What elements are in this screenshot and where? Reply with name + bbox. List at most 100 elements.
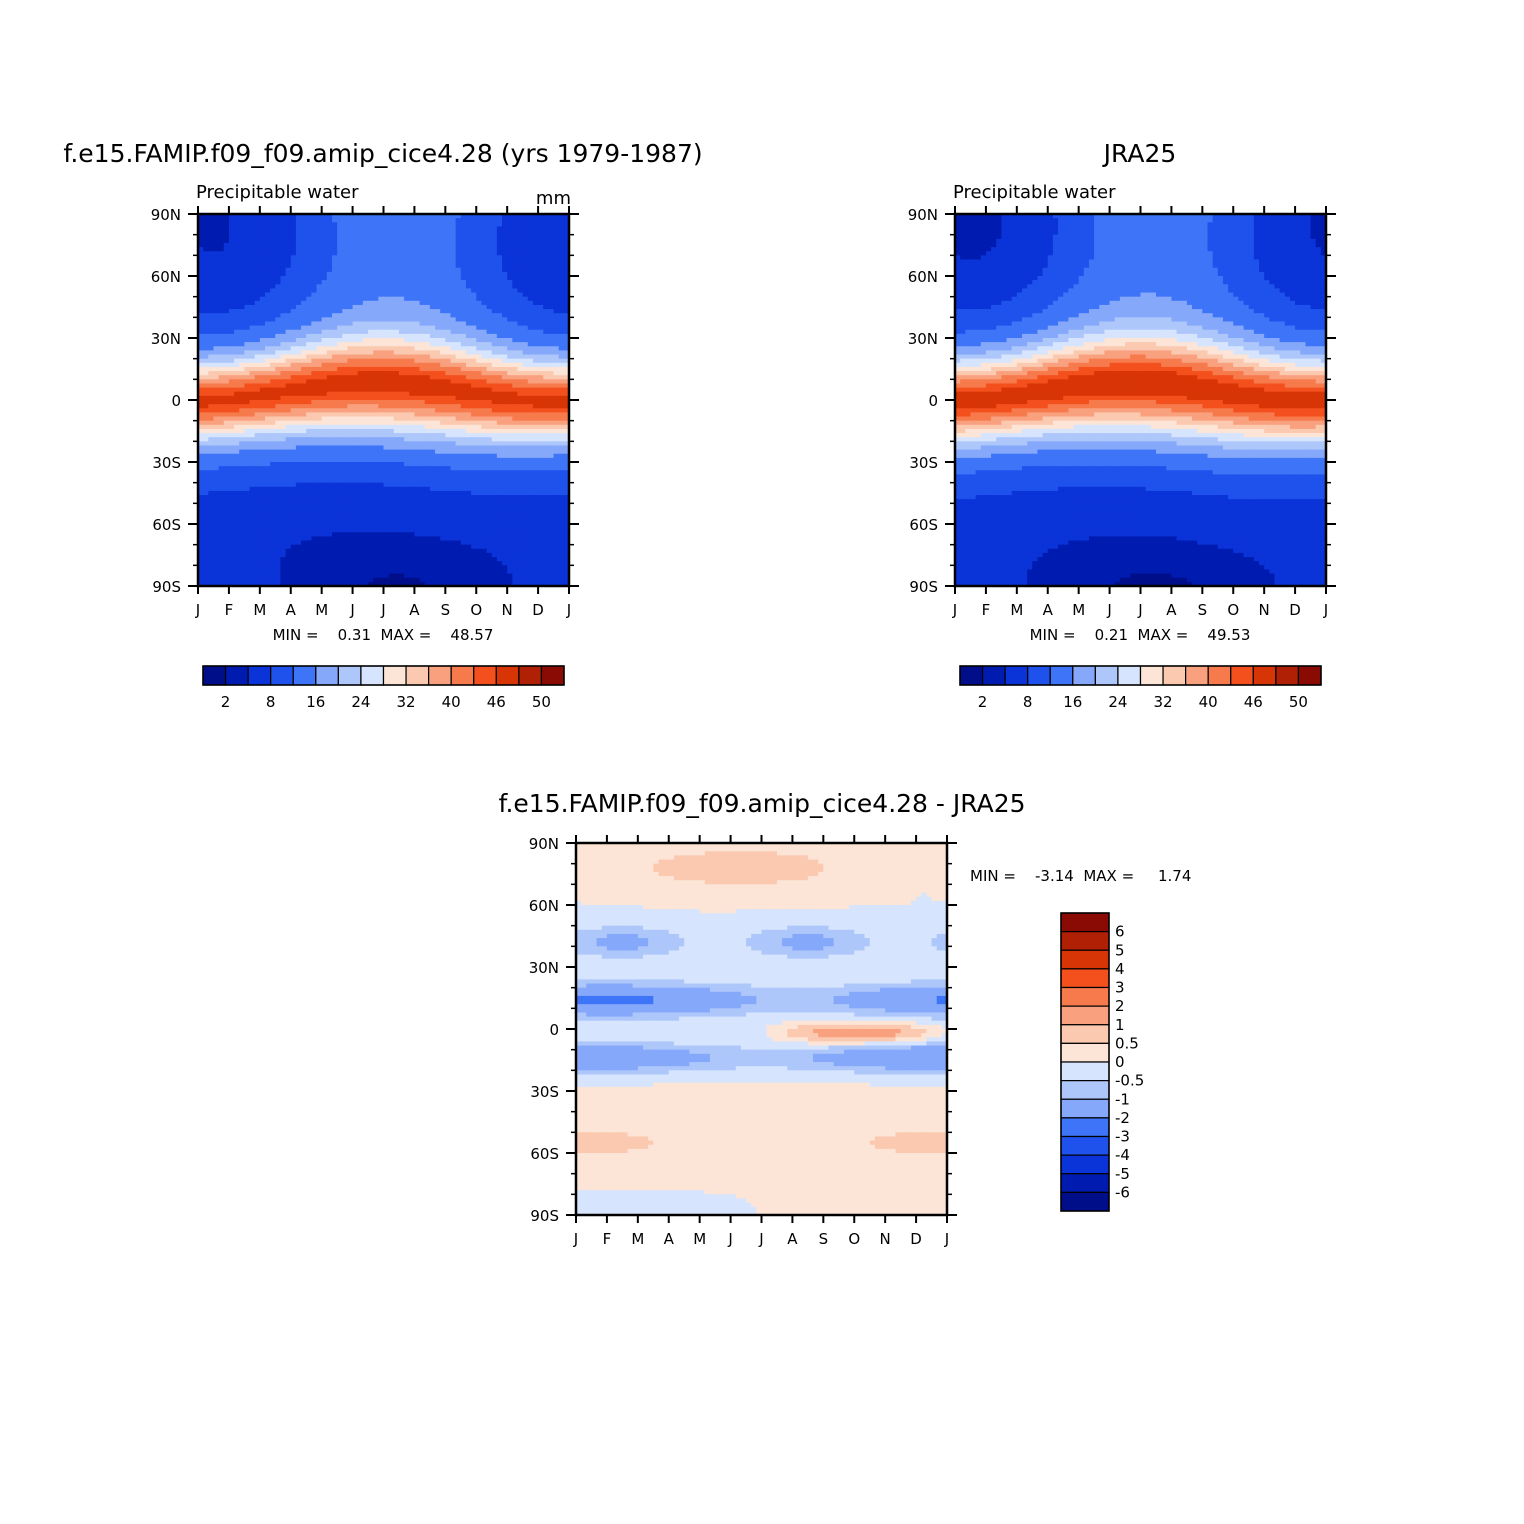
panel-model-contour-cell	[239, 239, 245, 244]
panel-model-contour-cell	[317, 247, 323, 252]
panel-model-contour-cell	[456, 243, 462, 248]
panel-model-contour-cell	[224, 235, 230, 240]
panel-model-contour-cell	[358, 222, 364, 227]
panel-model-contour-cell	[481, 218, 487, 223]
panel-model-contour-cell	[517, 268, 523, 273]
panel-model-contour-cell	[497, 255, 503, 260]
panel-model-contour-cell	[353, 247, 359, 252]
panel-model-contour-cell	[265, 251, 271, 256]
panel-model-contour-cell	[492, 231, 498, 236]
panel-model-contour-cell	[456, 280, 462, 285]
panel-model-contour-cell	[450, 222, 456, 227]
panel-model-contour-cell	[270, 268, 276, 273]
panel-model-contour-cell	[203, 239, 209, 244]
panel-model-contour-cell	[528, 247, 534, 252]
panel-model-contour-cell	[554, 218, 560, 223]
panel-model-contour-cell	[414, 231, 420, 236]
panel-model-contour-cell	[317, 231, 323, 236]
panel-model-contour-cell	[353, 276, 359, 281]
panel-model-contour-cell	[487, 239, 493, 244]
panel-model-contour-cell	[420, 218, 426, 223]
panel-model-contour-cell	[425, 259, 431, 264]
panel-model-contour-cell	[301, 272, 307, 277]
panel-model-contour-cell	[528, 259, 534, 264]
panel-model-contour-cell	[378, 276, 384, 281]
panel-model-contour-cell	[311, 226, 317, 231]
panel-model-contour-cell	[538, 235, 544, 240]
panel-model-contour-cell	[213, 264, 219, 269]
panel-model-contour-cell	[327, 218, 333, 223]
panel-model-contour-cell	[213, 255, 219, 260]
panel-model-contour-cell	[255, 226, 261, 231]
panel-model-contour-cell	[286, 251, 292, 256]
panel-model-contour-cell	[548, 255, 554, 260]
panel-model-contour-cell	[414, 272, 420, 277]
panel-model-contour-cell	[533, 251, 539, 256]
panel-model-contour-cell	[332, 222, 338, 227]
panel-model-contour-cell	[306, 231, 312, 236]
panel-model-contour-cell	[414, 218, 420, 223]
panel-model-contour-cell	[528, 222, 534, 227]
panel-model-contour-cell	[445, 243, 451, 248]
panel-model-contour-cell	[255, 235, 261, 240]
panel-model-contour-cell	[327, 239, 333, 244]
panel-model-contour-cell	[543, 243, 549, 248]
panel-model-contour-cell	[327, 280, 333, 285]
panel-model-contour-cell	[435, 264, 441, 269]
panel-model-contour-cell	[342, 268, 348, 273]
panel-model-contour-cell	[492, 235, 498, 240]
panel-model-contour-cell	[275, 272, 281, 277]
panel-model-contour-cell	[548, 235, 554, 240]
panel-model-contour-cell	[291, 276, 297, 281]
panel-model-contour-cell	[234, 226, 240, 231]
panel-model-contour-cell	[224, 259, 230, 264]
panel-model-contour-cell	[517, 255, 523, 260]
panel-model-contour-cell	[234, 247, 240, 252]
panel-model-contour-cell	[244, 251, 250, 256]
panel-model-contour-cell	[425, 280, 431, 285]
panel-model-contour-cell	[523, 264, 529, 269]
panel-model-contour-cell	[234, 268, 240, 273]
panel-model-contour-cell	[450, 235, 456, 240]
panel-model-contour-cell	[270, 251, 276, 256]
panel-model-contour-cell	[420, 247, 426, 252]
panel-model-contour-cell	[219, 276, 225, 281]
panel-model-contour-cell	[471, 272, 477, 277]
panel-model-contour-cell	[275, 251, 281, 256]
panel-model-contour-cell	[203, 268, 209, 273]
panel-model-contour-cell	[280, 218, 286, 223]
panel-model-contour-cell	[471, 226, 477, 231]
panel-model-contour-cell	[461, 264, 467, 269]
panel-model-contour-cell	[507, 264, 513, 269]
panel-model-contour-cell	[286, 247, 292, 252]
panel-model-contour-cell	[280, 276, 286, 281]
panel-model-contour-cell	[219, 226, 225, 231]
panel-model-contour-cell	[425, 243, 431, 248]
panel-model-contour-cell	[559, 272, 565, 277]
panel-model-contour-cell	[440, 276, 446, 281]
panel-model-contour-cell	[296, 280, 302, 285]
panel-model-contour-cell	[425, 272, 431, 277]
panel-model-contour-cell	[342, 280, 348, 285]
panel-model-contour-cell	[280, 235, 286, 240]
panel-model-contour-cell	[229, 239, 235, 244]
panel-model-contour-cell	[306, 264, 312, 269]
panel-model-contour-cell	[502, 268, 508, 273]
panel-model-contour-cell	[404, 243, 410, 248]
panel-model-contour-cell	[342, 222, 348, 227]
panel-model-contour-cell	[203, 243, 209, 248]
panel-model-contour-cell	[481, 264, 487, 269]
panel-model-contour-cell	[224, 276, 230, 281]
panel-model-contour-cell	[373, 255, 379, 260]
panel-model-contour-cell	[224, 255, 230, 260]
panel-model-contour-cell	[239, 259, 245, 264]
panel-model-contour-cell	[507, 255, 513, 260]
panel-model-contour-cell	[389, 272, 395, 277]
panel-model-contour-cell	[286, 255, 292, 260]
panel-model-contour-cell	[203, 255, 209, 260]
panel-model-contour-cell	[265, 231, 271, 236]
panel-model-contour-cell	[420, 231, 426, 236]
panel-model-contour-cell	[286, 264, 292, 269]
panel-model-contour-cell	[353, 218, 359, 223]
panel-model-contour-cell	[517, 280, 523, 285]
